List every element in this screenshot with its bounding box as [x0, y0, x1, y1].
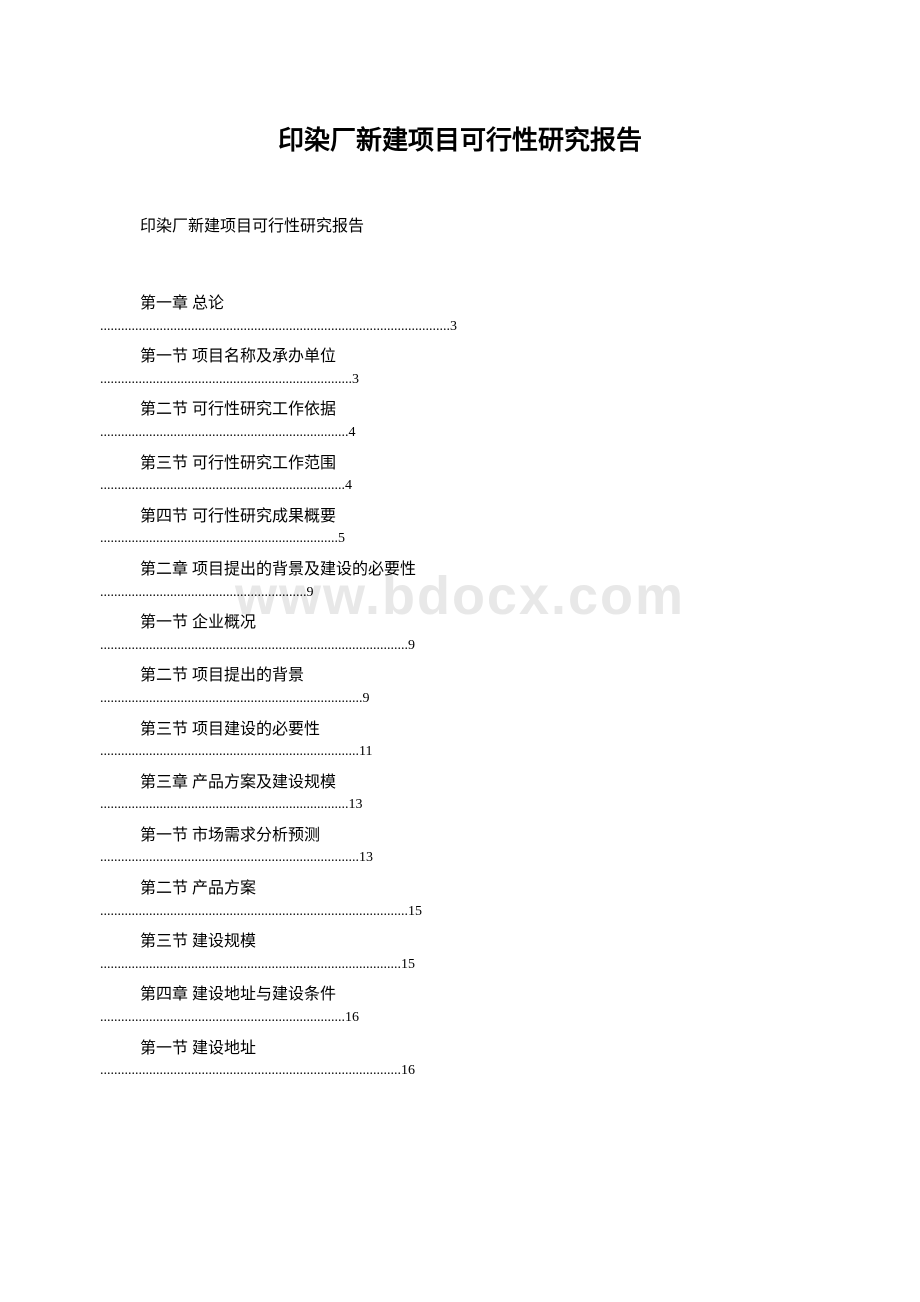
toc-dots: ........................................…	[100, 1063, 401, 1078]
toc-entry-leader: ........................................…	[100, 583, 535, 603]
toc-entry: 第二节 产品方案................................…	[100, 876, 820, 921]
toc-entry-label: 第一节 项目名称及承办单位	[140, 344, 820, 370]
toc-entry-label: 第四章 建设地址与建设条件	[140, 982, 820, 1008]
toc-entry: 第四章 建设地址与建设条件...........................…	[100, 982, 820, 1027]
toc-entry-page: 13	[349, 797, 363, 812]
toc-entry-label: 第三节 建设规模	[140, 929, 820, 955]
toc-entry-leader: ........................................…	[100, 1008, 610, 1028]
toc-entry-leader: ........................................…	[100, 955, 725, 975]
toc-entry-label: 第一节 建设地址	[140, 1036, 820, 1062]
toc-entry-label: 第三节 项目建设的必要性	[140, 717, 820, 743]
toc-entry: 第三节 项目建设的必要性............................…	[100, 717, 820, 762]
toc-entry: 第三节 建设规模................................…	[100, 929, 820, 974]
toc-entry-label: 第二节 可行性研究工作依据	[140, 397, 820, 423]
toc-entry-leader: ........................................…	[100, 636, 740, 656]
toc-dots: ........................................…	[100, 957, 401, 972]
toc-entry: 第三节 可行性研究工作范围...........................…	[100, 451, 820, 496]
toc-entry-label: 第一节 市场需求分析预测	[140, 823, 820, 849]
toc-entry-page: 15	[401, 957, 415, 972]
toc-entry-page: 16	[401, 1063, 415, 1078]
toc-entry-page: 15	[408, 904, 422, 919]
toc-entry: 第一节 建设地址................................…	[100, 1036, 820, 1081]
toc-entry-label: 第二章 项目提出的背景及建设的必要性	[140, 557, 820, 583]
document-title: 印染厂新建项目可行性研究报告	[100, 120, 820, 157]
toc-dots: ........................................…	[100, 638, 408, 653]
document-subtitle: 印染厂新建项目可行性研究报告	[140, 212, 820, 236]
toc-dots: ........................................…	[100, 904, 408, 919]
toc-entry-leader: ........................................…	[100, 476, 610, 496]
toc-entry: 第一节 项目名称及承办单位...........................…	[100, 344, 820, 389]
toc-entry-page: 3	[450, 319, 457, 334]
toc-dots: ........................................…	[100, 319, 450, 334]
toc-entry: 第四节 可行性研究成果概要...........................…	[100, 504, 820, 549]
toc-entry-page: 4	[345, 478, 352, 493]
toc-entry: 第二节 可行性研究工作依据...........................…	[100, 397, 820, 442]
toc-entry-label: 第三章 产品方案及建设规模	[140, 770, 820, 796]
toc-entry-page: 4	[349, 425, 356, 440]
toc-dots: ........................................…	[100, 744, 359, 759]
toc-entry-leader: ........................................…	[100, 317, 820, 337]
toc-entry: 第二章 项目提出的背景及建设的必要性......................…	[100, 557, 820, 602]
toc-entry-page: 5	[338, 531, 345, 546]
toc-entry-leader: ........................................…	[100, 689, 650, 709]
page-container: 印染厂新建项目可行性研究报告 印染厂新建项目可行性研究报告 第一章 总论....…	[0, 0, 920, 1149]
toc-dots: ........................................…	[100, 425, 349, 440]
toc-entry-leader: ........................................…	[100, 848, 640, 868]
toc-entry: 第二节 项目提出的背景.............................…	[100, 663, 820, 708]
toc-entry-page: 9	[363, 691, 370, 706]
toc-entry: 第一节 企业概况................................…	[100, 610, 820, 655]
toc-entry-label: 第二节 产品方案	[140, 876, 820, 902]
toc-entry: 第三章 产品方案及建设规模...........................…	[100, 770, 820, 815]
toc-entry-page: 3	[352, 372, 359, 387]
toc-entry-page: 9	[307, 585, 314, 600]
toc-dots: ........................................…	[100, 797, 349, 812]
toc-entry: 第一节 市场需求分析预测............................…	[100, 823, 820, 868]
table-of-contents: 第一章 总论..................................…	[100, 291, 820, 1081]
toc-entry: 第一章 总论..................................…	[100, 291, 820, 336]
toc-entry-label: 第一节 企业概况	[140, 610, 820, 636]
toc-entry-label: 第二节 项目提出的背景	[140, 663, 820, 689]
toc-entry-leader: ........................................…	[100, 1061, 725, 1081]
toc-dots: ........................................…	[100, 850, 359, 865]
toc-dots: ........................................…	[100, 372, 352, 387]
toc-dots: ........................................…	[100, 585, 307, 600]
toc-entry-leader: ........................................…	[100, 423, 620, 443]
toc-dots: ........................................…	[100, 1010, 345, 1025]
toc-entry-page: 11	[359, 744, 372, 759]
toc-entry-leader: ........................................…	[100, 529, 600, 549]
toc-entry-page: 9	[408, 638, 415, 653]
toc-dots: ........................................…	[100, 691, 363, 706]
toc-entry-label: 第一章 总论	[140, 291, 820, 317]
toc-entry-leader: ........................................…	[100, 742, 640, 762]
toc-entry-label: 第三节 可行性研究工作范围	[140, 451, 820, 477]
toc-entry-leader: ........................................…	[100, 902, 740, 922]
toc-entry-page: 13	[359, 850, 373, 865]
toc-dots: ........................................…	[100, 531, 338, 546]
toc-entry-label: 第四节 可行性研究成果概要	[140, 504, 820, 530]
toc-dots: ........................................…	[100, 478, 345, 493]
toc-entry-leader: ........................................…	[100, 795, 620, 815]
toc-entry-leader: ........................................…	[100, 370, 630, 390]
toc-entry-page: 16	[345, 1010, 359, 1025]
